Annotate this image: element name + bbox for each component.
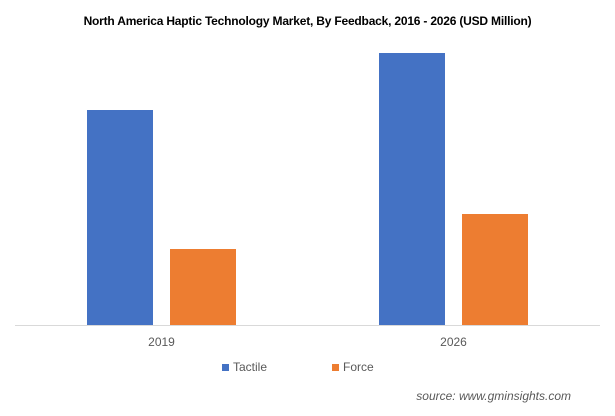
bar-tactile-2026 (379, 53, 445, 325)
source-note: source: www.gminsights.com (416, 389, 571, 403)
legend-item-force: Force (332, 360, 374, 374)
x-tick-label: 2019 (148, 335, 175, 349)
legend-swatch-force (332, 363, 339, 371)
x-tick-label: 2026 (440, 335, 467, 349)
legend-swatch-tactile (222, 363, 229, 371)
legend-label-force: Force (343, 360, 374, 374)
chart-title: North America Haptic Technology Market, … (83, 14, 532, 28)
legend-item-tactile: Tactile (222, 360, 267, 374)
bar-tactile-2019 (87, 110, 153, 325)
bar-force-2026 (462, 214, 528, 325)
bar-force-2019 (170, 249, 236, 325)
legend-label-tactile: Tactile (233, 360, 268, 374)
